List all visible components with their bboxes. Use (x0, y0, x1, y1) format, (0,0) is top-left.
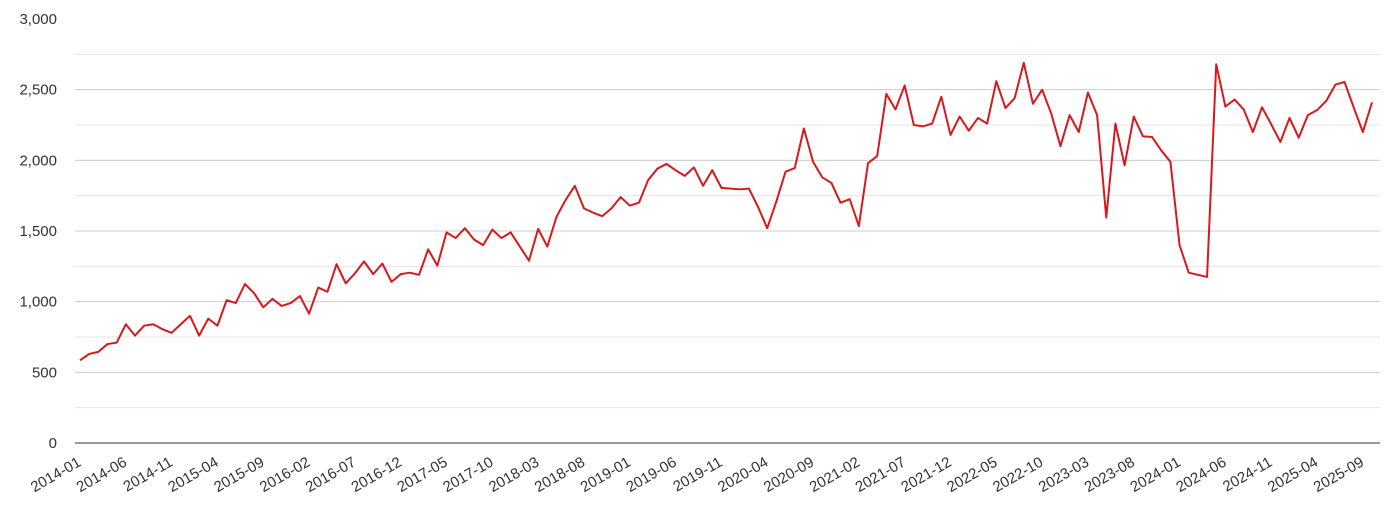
x-tick-label: 2017-10 (440, 454, 496, 496)
x-tick-label: 2016-12 (349, 454, 405, 496)
y-axis-tick-labels: 0 500 1,000 1,500 2,000 2,500 3,000 (19, 11, 57, 452)
x-tick-label: 2022-05 (944, 454, 1000, 496)
x-tick-label: 2020-09 (761, 454, 817, 496)
x-tick-label: 2019-01 (578, 454, 634, 496)
x-tick-label: 2025-04 (1265, 454, 1321, 496)
y-tick-label: 500 (32, 364, 57, 381)
x-tick-label: 2021-12 (898, 454, 954, 496)
x-tick-label: 2024-06 (1173, 454, 1229, 496)
x-tick-label: 2024-11 (1220, 454, 1275, 496)
x-tick-label: 2025-09 (1311, 454, 1367, 496)
x-axis-tick-labels: 2014-012014-062014-112015-042015-092016-… (28, 454, 1367, 496)
x-tick-label: 2021-02 (807, 454, 863, 496)
y-tick-label: 2,500 (19, 82, 57, 99)
x-tick-label: 2023-03 (1036, 454, 1092, 496)
y-tick-label: 1,500 (19, 223, 57, 240)
x-tick-label: 2019-11 (670, 454, 725, 496)
y-tick-label: 2,000 (19, 152, 57, 169)
x-tick-label: 2024-01 (1127, 454, 1183, 496)
x-tick-label: 2019-06 (623, 454, 679, 496)
series-line (79, 61, 1373, 362)
y-tick-label: 0 (49, 435, 57, 452)
x-tick-label: 2022-10 (990, 454, 1046, 496)
x-tick-label: 2017-05 (394, 454, 450, 496)
x-tick-label: 2015-04 (165, 454, 221, 496)
gridlines (75, 53, 1380, 409)
x-tick-label: 2021-07 (852, 454, 908, 496)
x-tick-label: 2014-01 (28, 454, 84, 496)
x-tick-label: 2018-03 (486, 454, 542, 496)
x-tick-label: 2016-02 (257, 454, 313, 496)
x-tick-label: 2014-11 (120, 454, 175, 496)
x-tick-label: 2018-08 (532, 454, 588, 496)
x-tick-label: 2015-09 (211, 454, 267, 496)
x-tick-label: 2016-07 (303, 454, 359, 496)
x-tick-label: 2014-06 (74, 454, 130, 496)
y-tick-label: 3,000 (19, 11, 57, 28)
x-tick-label: 2023-08 (1082, 454, 1138, 496)
x-tick-label: 2020-04 (715, 454, 771, 496)
y-tick-label: 1,000 (19, 294, 57, 311)
